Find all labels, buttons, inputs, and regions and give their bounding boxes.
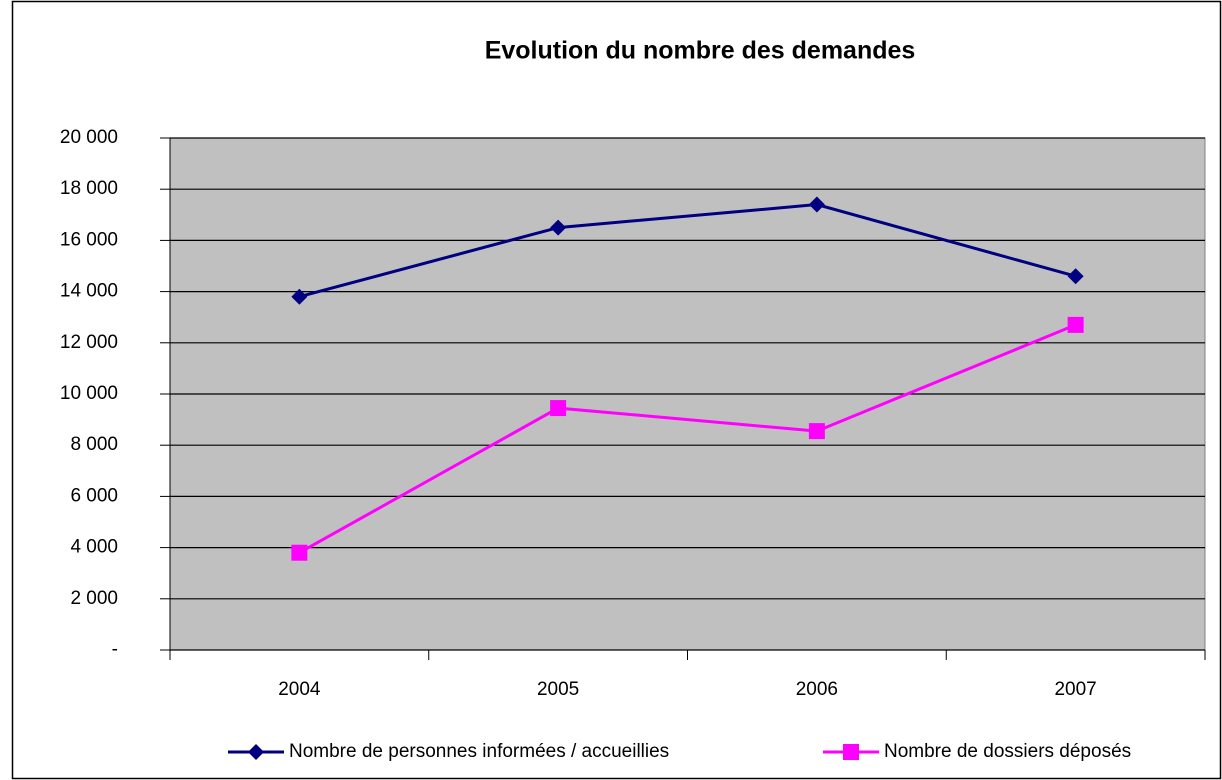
data-point xyxy=(550,400,567,417)
data-point xyxy=(808,423,825,440)
y-tick-label: 20 000 xyxy=(60,127,118,148)
x-tick-label: 2007 xyxy=(1054,679,1096,700)
y-tick-label: 14 000 xyxy=(60,281,118,302)
data-point xyxy=(550,219,567,236)
series-line xyxy=(298,203,1077,299)
y-tick-label: - xyxy=(112,639,118,660)
x-tick-label: 2006 xyxy=(796,679,838,700)
x-tick-label: 2005 xyxy=(537,679,579,700)
y-tick-label: 16 000 xyxy=(60,229,118,250)
data-point xyxy=(808,196,825,213)
y-tick-label: 2 000 xyxy=(70,588,118,609)
y-tick-label: 10 000 xyxy=(60,383,118,404)
legend-label: Nombre de dossiers déposés xyxy=(884,741,1131,762)
data-point xyxy=(291,544,308,561)
legend-marker xyxy=(248,744,264,760)
series-line xyxy=(298,323,1077,555)
y-tick-label: 6 000 xyxy=(70,485,118,506)
y-tick-label: 18 000 xyxy=(60,178,118,199)
y-tick-label: 12 000 xyxy=(60,332,118,353)
data-point xyxy=(291,288,308,305)
data-point xyxy=(1067,316,1084,333)
y-tick-label: 8 000 xyxy=(70,434,118,455)
data-point xyxy=(1067,268,1084,285)
y-tick-label: 4 000 xyxy=(70,537,118,558)
legend-label: Nombre de personnes informées / accueill… xyxy=(289,741,669,762)
chart-title: Evolution du nombre des demandes xyxy=(485,37,916,65)
x-tick-label: 2004 xyxy=(278,679,321,700)
legend-marker xyxy=(843,744,859,760)
